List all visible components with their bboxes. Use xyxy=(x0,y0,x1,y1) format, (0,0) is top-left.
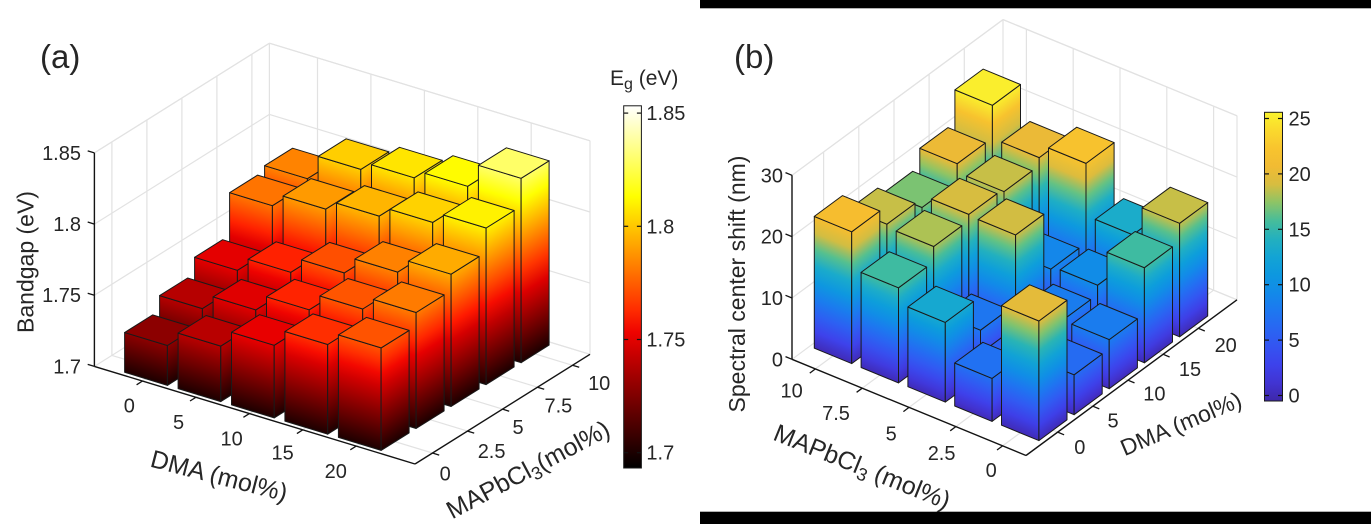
svg-text:20: 20 xyxy=(1289,164,1311,186)
svg-text:20: 20 xyxy=(761,227,783,249)
svg-text:20: 20 xyxy=(1215,335,1237,357)
svg-text:DMA (mol%): DMA (mol%) xyxy=(1116,386,1245,460)
svg-text:(a): (a) xyxy=(40,38,80,75)
svg-text:5: 5 xyxy=(513,417,524,439)
svg-text:20: 20 xyxy=(325,461,347,483)
svg-text:1.75: 1.75 xyxy=(42,285,81,307)
svg-text:30: 30 xyxy=(761,165,783,187)
svg-text:5: 5 xyxy=(886,423,897,445)
svg-text:15: 15 xyxy=(1289,219,1311,241)
svg-text:1.85: 1.85 xyxy=(42,143,81,165)
svg-text:MAPbCl3 (mol%): MAPbCl3 (mol%) xyxy=(769,419,955,518)
svg-text:5: 5 xyxy=(173,412,184,434)
svg-text:1.75: 1.75 xyxy=(646,330,685,352)
svg-text:5: 5 xyxy=(1107,410,1118,432)
svg-text:0: 0 xyxy=(986,460,997,482)
svg-text:5: 5 xyxy=(1289,330,1300,352)
svg-text:0: 0 xyxy=(440,463,451,485)
svg-text:1.7: 1.7 xyxy=(646,443,674,465)
svg-text:2.5: 2.5 xyxy=(928,443,956,465)
svg-text:10: 10 xyxy=(588,373,610,395)
svg-text:1.8: 1.8 xyxy=(646,216,674,238)
svg-text:0: 0 xyxy=(1289,386,1300,408)
svg-text:1.85: 1.85 xyxy=(646,103,685,125)
svg-text:2.5: 2.5 xyxy=(478,441,506,463)
svg-text:0: 0 xyxy=(124,396,135,418)
svg-text:15: 15 xyxy=(271,443,293,465)
svg-text:Eg (eV): Eg (eV) xyxy=(610,67,678,93)
svg-text:Spectral center shift (nm): Spectral center shift (nm) xyxy=(724,156,750,413)
svg-text:10: 10 xyxy=(780,380,802,402)
svg-text:1.8: 1.8 xyxy=(53,214,81,236)
svg-text:(b): (b) xyxy=(734,38,774,75)
svg-text:7.5: 7.5 xyxy=(822,403,850,425)
svg-text:0: 0 xyxy=(772,349,783,371)
svg-text:1.7: 1.7 xyxy=(53,356,81,378)
svg-text:Bandgap (eV): Bandgap (eV) xyxy=(13,191,39,333)
svg-text:10: 10 xyxy=(220,428,242,450)
svg-text:DMA (mol%): DMA (mol%) xyxy=(148,445,291,507)
svg-text:10: 10 xyxy=(1289,275,1311,297)
svg-text:7.5: 7.5 xyxy=(544,396,572,418)
svg-text:10: 10 xyxy=(1143,384,1165,406)
svg-text:15: 15 xyxy=(1179,359,1201,381)
svg-text:25: 25 xyxy=(1289,109,1311,131)
svg-text:10: 10 xyxy=(761,288,783,310)
svg-text:0: 0 xyxy=(1074,437,1085,459)
